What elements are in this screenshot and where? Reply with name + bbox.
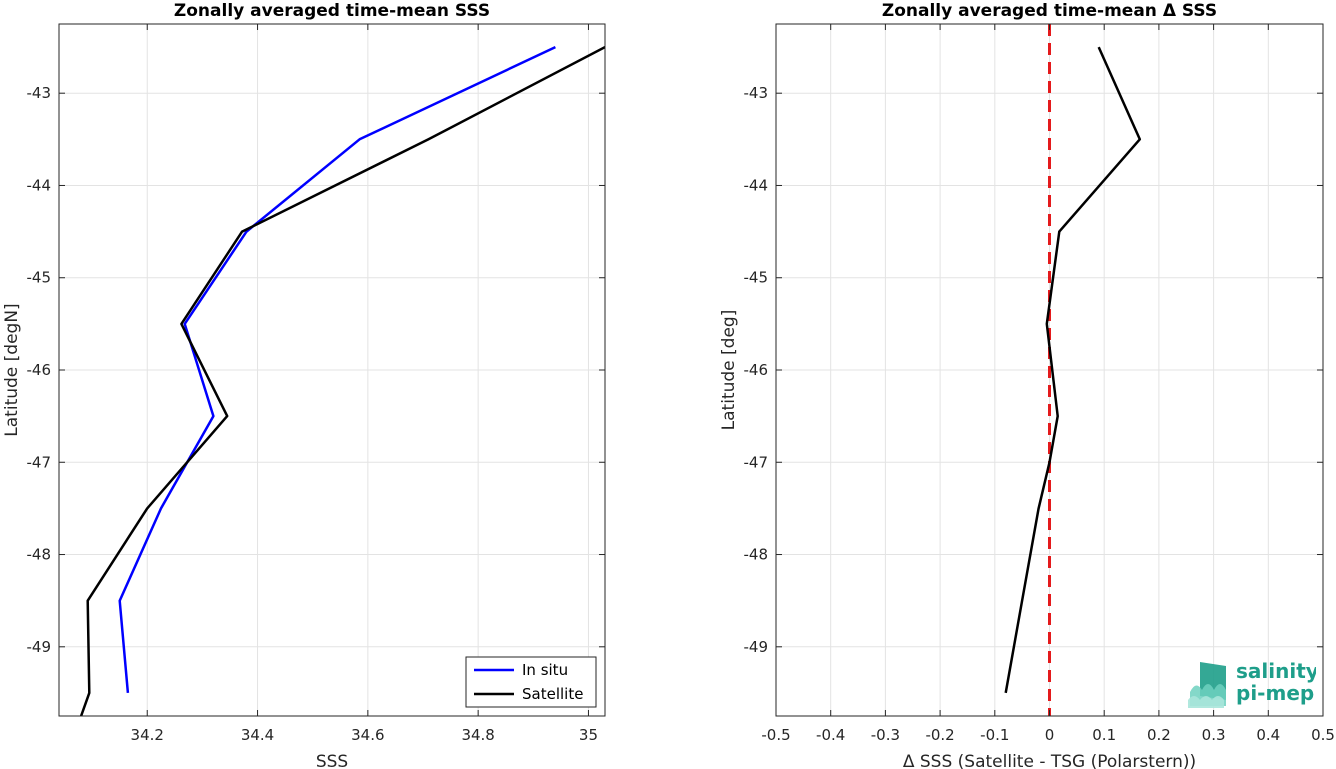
y-tick-label: -45 [27,269,52,287]
legend-entry: Satellite [522,685,583,703]
x-tick-label: 35 [579,726,598,744]
legend-entry: In situ [522,661,568,679]
logo-wave-icon [1188,662,1226,708]
salinity-pi-mep-logo: salinity pi-mep [1188,659,1316,708]
right-chart-delta-sss: -0.5 -0.4 -0.3 -0.2 -0.1 0 0.1 0.2 0.3 0.4 0.5 -49 -… [719,1,1335,769]
left-chart-sss: 34.2 34.4 34.6 34.8 35 -49 -48 -47 -46 -45 -44 -43 Z… [2,1,606,769]
y-tick-label: -46 [27,361,52,379]
chart-title: Zonally averaged time-mean SSS [174,1,490,21]
x-tick-label: 34.6 [351,726,384,744]
y-tick-label: -49 [744,638,769,656]
y-tick-label: -43 [27,84,52,102]
x-tick-label: 0.1 [1092,726,1116,744]
series-line-in-situ [118,45,556,694]
x-tick-label: -0.5 [761,726,790,744]
x-tick-label: 0.2 [1147,726,1171,744]
y-axis-label: Latitude [degN] [2,303,22,436]
x-tick-label: 0 [1045,726,1055,744]
y-tick-label: -48 [744,546,769,564]
x-tick-label: -0.2 [925,726,954,744]
y-axis-label: Latitude [deg] [719,310,739,431]
logo-line1: salinity [1236,659,1316,683]
x-axis-label: Δ SSS (Satellite - TSG (Polarstern)) [903,752,1196,769]
x-tick-label: 34.2 [131,726,164,744]
x-tick-label: 34.4 [241,726,274,744]
y-tick-label: -47 [27,453,52,471]
y-tick-label: -43 [744,84,769,102]
x-axis-label: SSS [316,752,348,769]
x-tick-label: -0.4 [816,726,845,744]
logo-line2: pi-mep [1236,681,1314,705]
x-tick-label: 0.4 [1256,726,1280,744]
series-line-0 [1004,46,1142,694]
x-tick-label: -0.1 [980,726,1009,744]
x-tick-label: 34.8 [461,726,494,744]
legend: In situ Satellite [465,656,597,708]
y-tick-label: -46 [744,361,769,379]
x-tick-label: 0.3 [1202,726,1226,744]
y-tick-label: -48 [27,546,52,564]
y-tick-label: -44 [744,176,769,194]
chart-title: Zonally averaged time-mean Δ SSS [882,1,1217,21]
y-tick-label: -49 [27,638,52,656]
y-tick-label: -47 [744,453,769,471]
x-tick-label: 0.5 [1311,726,1335,744]
series-line-satellite [79,45,605,716]
x-tick-label: -0.3 [871,726,900,744]
legend-box [465,656,597,708]
y-tick-label: -44 [27,176,52,194]
y-tick-label: -45 [744,269,769,287]
